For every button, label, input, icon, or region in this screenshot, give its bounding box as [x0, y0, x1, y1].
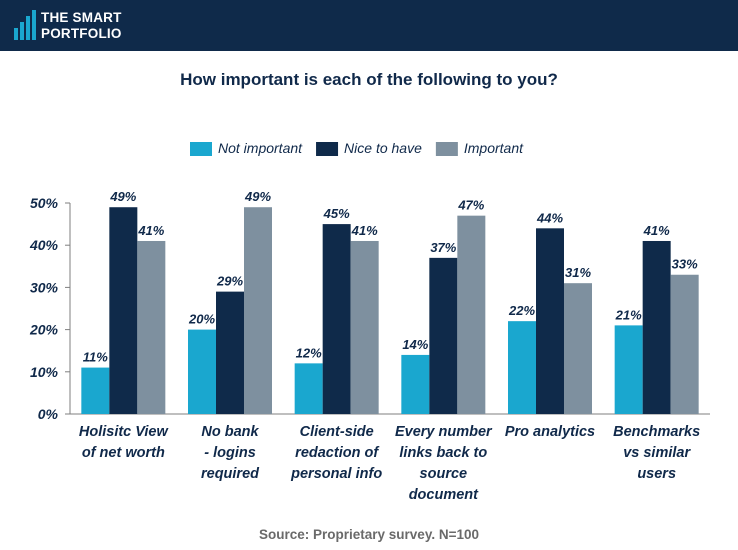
legend-label: Not important — [218, 140, 303, 156]
bar-value-label: 41% — [643, 223, 670, 238]
bar-value-label: 33% — [672, 257, 698, 272]
bar-value-label: 21% — [615, 307, 642, 322]
x-category-label: Pro analytics — [505, 424, 595, 440]
chart-title: How important is each of the following t… — [180, 70, 558, 89]
bar-value-label: 49% — [109, 189, 136, 204]
bar — [322, 224, 351, 414]
x-category-label: personal info — [290, 466, 382, 482]
legend-label: Important — [464, 140, 524, 156]
bar-value-label: 47% — [457, 198, 484, 213]
bar-value-label: 45% — [323, 206, 350, 221]
brand-line-1: THE SMART — [41, 10, 122, 25]
brand-logo: THE SMART PORTFOLIO — [41, 10, 122, 41]
bar — [294, 363, 323, 414]
bar — [244, 207, 272, 414]
x-category-label: of net worth — [82, 445, 165, 461]
bar — [188, 329, 216, 414]
bar-value-label: 22% — [508, 303, 535, 318]
bar — [81, 367, 110, 414]
x-category-label: required — [201, 466, 260, 482]
x-category-label: Holisitc View — [79, 424, 170, 440]
x-category-label: redaction of — [295, 445, 380, 461]
y-tick-label: 30% — [30, 279, 59, 295]
legend-label: Nice to have — [344, 140, 422, 156]
y-tick-label: 10% — [30, 364, 59, 380]
bar — [216, 291, 244, 414]
legend-swatch — [435, 142, 458, 156]
bar — [536, 228, 564, 414]
brand-line-2: PORTFOLIO — [41, 25, 122, 41]
bar-value-label: 41% — [137, 223, 164, 238]
bar-value-label: 31% — [565, 265, 591, 280]
bar-value-label: 44% — [536, 210, 563, 225]
x-category-label: users — [637, 466, 676, 482]
bar-value-label: 14% — [402, 337, 428, 352]
bar — [401, 354, 430, 414]
bar — [642, 240, 671, 414]
bar — [564, 283, 592, 414]
bar-value-label: 29% — [216, 274, 243, 289]
y-tick-label: 20% — [29, 322, 59, 338]
bar — [508, 321, 536, 414]
bar — [350, 240, 379, 414]
x-category-label: Benchmarks — [613, 424, 700, 440]
bar — [109, 207, 138, 414]
bar-chart-logo-icon — [14, 10, 36, 40]
x-category-label: source — [420, 466, 468, 482]
bar — [614, 325, 643, 414]
x-category-label: vs similar — [623, 445, 691, 461]
x-category-label: links back to — [399, 445, 487, 461]
y-tick-label: 0% — [38, 406, 59, 422]
source-note: Source: Proprietary survey. N=100 — [259, 527, 479, 542]
x-category-label: - logins — [204, 445, 256, 461]
bar-value-label: 12% — [296, 345, 322, 360]
y-tick-label: 40% — [29, 237, 59, 253]
bar — [457, 215, 486, 414]
x-category-label: document — [409, 487, 479, 503]
bar-value-label: 37% — [430, 240, 456, 255]
bar-value-label: 49% — [244, 189, 271, 204]
bar — [429, 257, 458, 414]
bar — [137, 240, 166, 414]
x-category-label: Every number — [395, 424, 493, 440]
y-tick-label: 50% — [30, 195, 59, 211]
header-bar: THE SMART PORTFOLIO — [0, 0, 738, 51]
bar-value-label: 20% — [188, 312, 215, 327]
legend-swatch — [190, 142, 212, 156]
legend-swatch — [316, 142, 339, 156]
bar-chart: 0% 10% 20% 30% 40% 50% Not important Nice to ha… — [29, 140, 710, 503]
x-category-label: Client-side — [300, 424, 374, 440]
bar-value-label: 41% — [351, 223, 378, 238]
x-category-label: No bank — [201, 424, 259, 440]
bar — [670, 274, 699, 414]
bar-value-label: 11% — [83, 350, 108, 365]
